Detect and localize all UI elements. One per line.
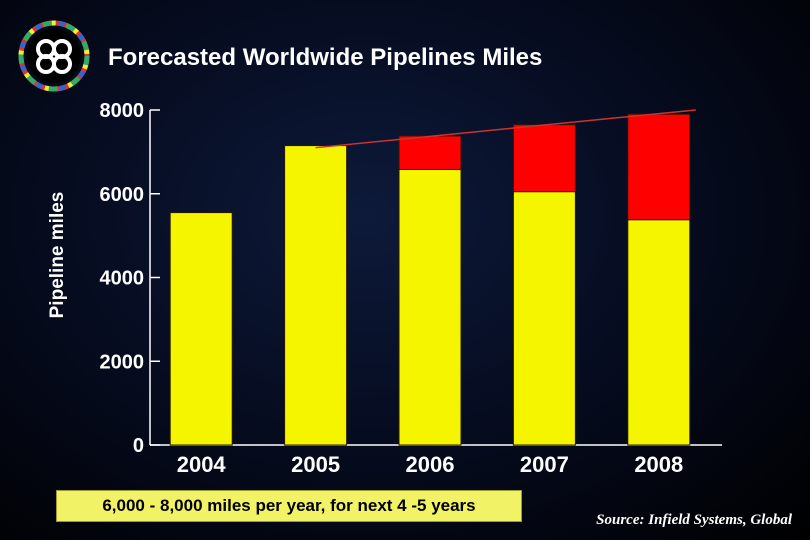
y-tick-label: 6000 — [100, 184, 145, 206]
trend-line — [315, 109, 696, 149]
bar-base-2007 — [512, 191, 576, 446]
bar-base-2004 — [169, 212, 233, 446]
source-credit: Source: Infield Systems, Global — [596, 512, 792, 528]
x-tick-label: 2004 — [177, 452, 227, 477]
y-tick-label: 0 — [133, 435, 144, 457]
bar-additional-2006 — [398, 135, 462, 170]
x-tick-label: 2005 — [291, 452, 340, 477]
x-tick-label: 2006 — [406, 452, 455, 477]
bar-base-2008 — [627, 219, 691, 446]
y-tick-label: 4000 — [100, 268, 145, 290]
x-tick-label: 2007 — [520, 452, 569, 477]
bar-additional-2007 — [512, 124, 576, 193]
annotation-box: 6,000 - 8,000 miles per year, for next 4… — [56, 490, 522, 522]
y-tick-label: 8000 — [100, 100, 145, 122]
bar-base-2005 — [284, 145, 348, 446]
chart-title: Forecasted Worldwide Pipelines Miles — [108, 44, 543, 71]
bar-additional-2008 — [627, 113, 691, 221]
bar-base-2006 — [398, 168, 462, 446]
y-tick-label: 2000 — [100, 351, 145, 373]
x-tick-label: 2008 — [634, 452, 683, 477]
company-logo-icon — [18, 20, 90, 92]
